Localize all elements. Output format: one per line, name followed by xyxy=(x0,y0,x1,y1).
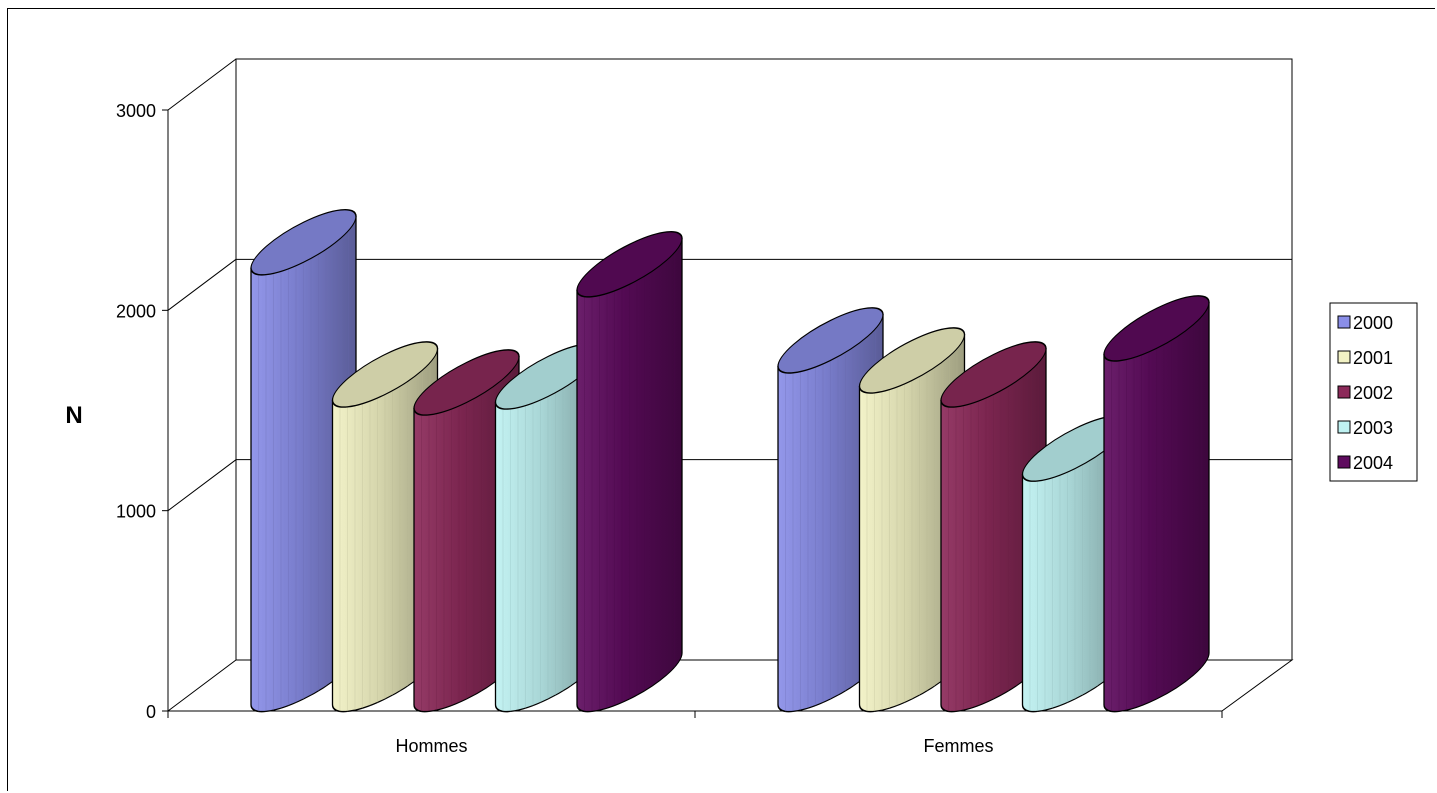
bar xyxy=(940,341,1047,713)
chart-frame xyxy=(7,8,1435,791)
legend-item: 2001 xyxy=(1337,348,1393,368)
legend-label: 2001 xyxy=(1353,348,1393,368)
gridline-side xyxy=(167,459,237,512)
bar-top xyxy=(250,208,357,276)
legend: 2000 2001 2002 2003 2004 xyxy=(1329,302,1418,482)
legend-item: 2002 xyxy=(1337,383,1393,403)
bar xyxy=(494,343,602,713)
bar-body xyxy=(1103,301,1210,713)
y-tick-label: 1000 xyxy=(116,502,156,522)
bar xyxy=(1103,295,1210,713)
x-tick-label: Hommes xyxy=(395,736,467,756)
legend-item: 2000 xyxy=(1337,313,1393,333)
bar xyxy=(250,208,357,713)
bar-top xyxy=(1103,295,1210,362)
bar-body xyxy=(576,237,683,713)
legend-item: 2003 xyxy=(1337,418,1393,438)
bar xyxy=(331,341,439,713)
bar xyxy=(576,230,683,713)
legend-swatch xyxy=(1337,385,1351,399)
x-tick-label: Femmes xyxy=(923,736,993,756)
bar xyxy=(1021,415,1129,713)
bars xyxy=(250,208,1210,713)
bar-top xyxy=(413,349,520,416)
tick-labels: 0 1000 2000 3000 Hommes Femmes xyxy=(116,101,994,756)
legend-swatch xyxy=(1337,315,1351,329)
bar-top xyxy=(858,327,966,394)
legend-label: 2000 xyxy=(1353,313,1393,333)
gridline-side xyxy=(167,258,237,311)
legend-swatch xyxy=(1337,455,1351,469)
floor xyxy=(167,659,1294,712)
legend-swatch xyxy=(1337,350,1351,364)
legend-label: 2003 xyxy=(1353,418,1393,438)
y-tick-label: 0 xyxy=(146,702,156,722)
legend-label: 2004 xyxy=(1353,453,1393,473)
legend-swatch xyxy=(1337,420,1351,434)
bar-top xyxy=(940,341,1047,408)
legend-label: 2002 xyxy=(1353,383,1393,403)
legend-item: 2004 xyxy=(1337,453,1393,473)
bar-top xyxy=(777,307,884,374)
y-axis-label: N xyxy=(65,402,82,429)
bar-top xyxy=(576,230,683,298)
y-tick-label: 3000 xyxy=(116,101,156,121)
gridline-side xyxy=(167,58,237,111)
y-tick-label: 2000 xyxy=(116,301,156,321)
bar-top xyxy=(331,341,439,408)
